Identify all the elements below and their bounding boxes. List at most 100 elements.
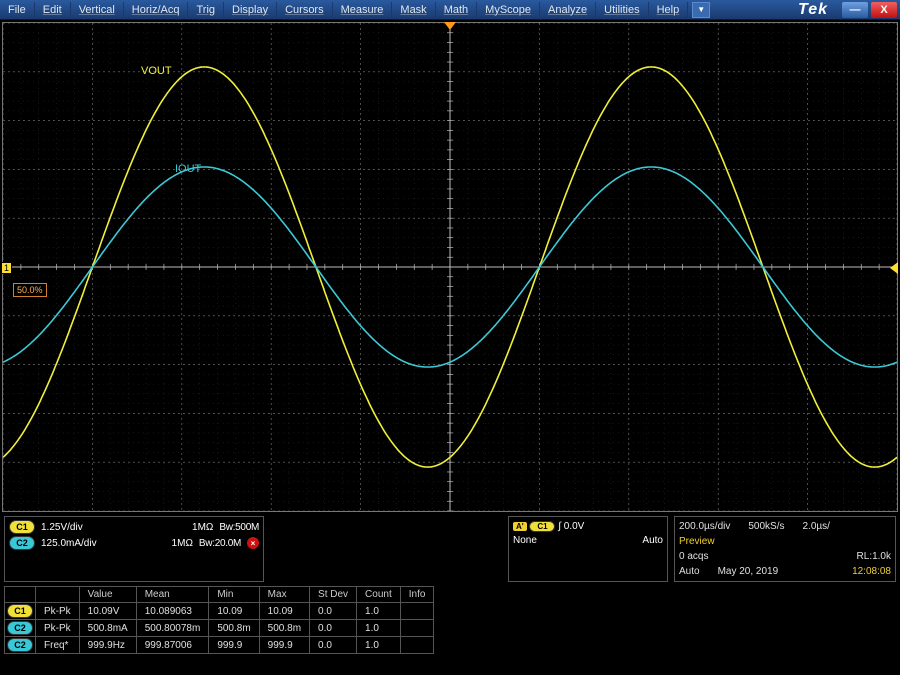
meas-mean: 10.089063: [136, 603, 209, 620]
menu-math[interactable]: Math: [436, 2, 477, 18]
channel-settings-panel: C1 1.25V/div 1MΩ Bᴡ:500M C2 125.0mA/div …: [4, 516, 264, 582]
meas-info: [400, 620, 434, 637]
menu-help[interactable]: Help: [649, 2, 689, 18]
meas-name: Pk-Pk: [36, 620, 80, 637]
window-minimize-button[interactable]: —: [842, 2, 868, 18]
channel2-impedance: 1MΩ: [172, 538, 193, 549]
menu-cursors[interactable]: Cursors: [277, 2, 333, 18]
meas-name: Pk-Pk: [36, 603, 80, 620]
meas-min: 10.09: [209, 603, 259, 620]
channel1-bw: Bᴡ:500M: [219, 522, 259, 533]
trigger-position-marker-icon: [444, 22, 456, 30]
run-mode: Auto: [679, 564, 700, 579]
channel-ground-marker: 1: [1, 262, 12, 274]
menu-utilities[interactable]: Utilities: [596, 2, 648, 18]
menu-display[interactable]: Display: [224, 2, 277, 18]
channel1-impedance: 1MΩ: [192, 522, 213, 533]
meas-row[interactable]: C2Pk-Pk500.8mA500.80078m500.8m500.8m0.01…: [5, 620, 434, 637]
menu-myscope[interactable]: MyScope: [477, 2, 540, 18]
acq-date: May 20, 2019: [718, 564, 779, 579]
waveform-display[interactable]: 1 50.0% VOUT IOUT: [2, 22, 898, 512]
meas-row[interactable]: C2Freq*999.9Hz999.87006999.9999.90.01.0: [5, 637, 434, 654]
record-length: RL:1.0k: [857, 549, 891, 564]
meas-mean: 999.87006: [136, 637, 209, 654]
menu-analyze[interactable]: Analyze: [540, 2, 596, 18]
meas-channel-badge: C2: [7, 621, 33, 635]
meas-header: St Dev: [310, 587, 357, 603]
meas-value: 10.09V: [79, 603, 136, 620]
channel1-row[interactable]: C1 1.25V/div 1MΩ Bᴡ:500M: [9, 519, 259, 535]
timebase-srate: 500kS/s: [748, 519, 784, 534]
meas-header: Value: [79, 587, 136, 603]
menu-trig[interactable]: Trig: [188, 2, 224, 18]
meas-max: 500.8m: [259, 620, 309, 637]
trigger-level-marker-icon: [890, 262, 898, 274]
meas-header: [36, 587, 80, 603]
channel2-bw: Bᴡ:20.0M: [199, 538, 241, 549]
meas-info: [400, 637, 434, 654]
meas-channel-badge: C2: [7, 638, 33, 652]
channel2-vdiv: 125.0mA/div: [41, 538, 97, 549]
trigger-channel-badge: C1: [529, 521, 555, 532]
trace-svg: [3, 23, 897, 511]
acq-count: 0 acqs: [679, 549, 708, 564]
channel2-close-icon[interactable]: ×: [247, 537, 259, 549]
channel2-badge: C2: [9, 536, 35, 550]
meas-info: [400, 603, 434, 620]
menu-overflow-dropdown[interactable]: ▼: [692, 2, 710, 18]
trigger-a-badge: A': [513, 522, 527, 531]
bottom-readout-row: C1 1.25V/div 1MΩ Bᴡ:500M C2 125.0mA/div …: [0, 512, 900, 582]
trigger-edge-icon: ∫: [558, 521, 561, 532]
menu-edit[interactable]: Edit: [35, 2, 71, 18]
timebase-tdiv: 200.0µs/div: [679, 519, 730, 534]
menu-bar: FileEditVerticalHoriz/AcqTrigDisplayCurs…: [0, 0, 900, 20]
timebase-rec: 2.0µs/: [803, 519, 830, 534]
acq-time: 12:08:08: [852, 564, 891, 579]
meas-max: 999.9: [259, 637, 309, 654]
meas-header: Min: [209, 587, 259, 603]
measurement-body: C1Pk-Pk10.09V10.08906310.0910.090.01.0C2…: [5, 603, 434, 654]
meas-mean: 500.80078m: [136, 620, 209, 637]
meas-count: 1.0: [357, 620, 401, 637]
meas-min: 500.8m: [209, 620, 259, 637]
channel2-row[interactable]: C2 125.0mA/div 1MΩ Bᴡ:20.0M ×: [9, 535, 259, 551]
bottom-spacer: [270, 516, 502, 582]
trigger-panel[interactable]: A' C1 ∫ 0.0V None Auto: [508, 516, 668, 582]
meas-count: 1.0: [357, 637, 401, 654]
menu-mask[interactable]: Mask: [392, 2, 435, 18]
meas-sd: 0.0: [310, 637, 357, 654]
measurement-table: ValueMeanMinMaxSt DevCountInfo C1Pk-Pk10…: [4, 586, 434, 654]
channel1-badge: C1: [9, 520, 35, 534]
trigger-source: None: [513, 535, 537, 546]
reference-percent-box: 50.0%: [13, 283, 47, 297]
trigger-a-row: A' C1 ∫ 0.0V: [513, 521, 584, 532]
timebase-panel[interactable]: 200.0µs/div 500kS/s 2.0µs/ Preview 0 acq…: [674, 516, 896, 582]
meas-header: Max: [259, 587, 309, 603]
brand-logo: Tek: [784, 1, 842, 19]
trigger-mode: Auto: [642, 535, 663, 546]
meas-sd: 0.0: [310, 620, 357, 637]
measurement-header-row: ValueMeanMinMaxSt DevCountInfo: [5, 587, 434, 603]
channel1-vdiv: 1.25V/div: [41, 522, 83, 533]
menu-measure[interactable]: Measure: [333, 2, 393, 18]
menu-vertical[interactable]: Vertical: [71, 2, 124, 18]
meas-name: Freq*: [36, 637, 80, 654]
meas-max: 10.09: [259, 603, 309, 620]
meas-header: Info: [400, 587, 434, 603]
acq-status: Preview: [679, 534, 715, 549]
meas-sd: 0.0: [310, 603, 357, 620]
menu-horizacq[interactable]: Horiz/Acq: [124, 2, 189, 18]
menu-items-container: FileEditVerticalHoriz/AcqTrigDisplayCurs…: [0, 2, 688, 18]
trigger-level: 0.0V: [564, 521, 585, 532]
menu-file[interactable]: File: [0, 2, 35, 18]
trace-label-iout: IOUT: [175, 163, 201, 175]
meas-header: [5, 587, 36, 603]
meas-header: Mean: [136, 587, 209, 603]
meas-row[interactable]: C1Pk-Pk10.09V10.08906310.0910.090.01.0: [5, 603, 434, 620]
meas-count: 1.0: [357, 603, 401, 620]
meas-value: 500.8mA: [79, 620, 136, 637]
meas-channel-badge: C1: [7, 604, 33, 618]
trace-label-vout: VOUT: [141, 65, 172, 77]
window-close-button[interactable]: X: [871, 2, 897, 18]
meas-min: 999.9: [209, 637, 259, 654]
